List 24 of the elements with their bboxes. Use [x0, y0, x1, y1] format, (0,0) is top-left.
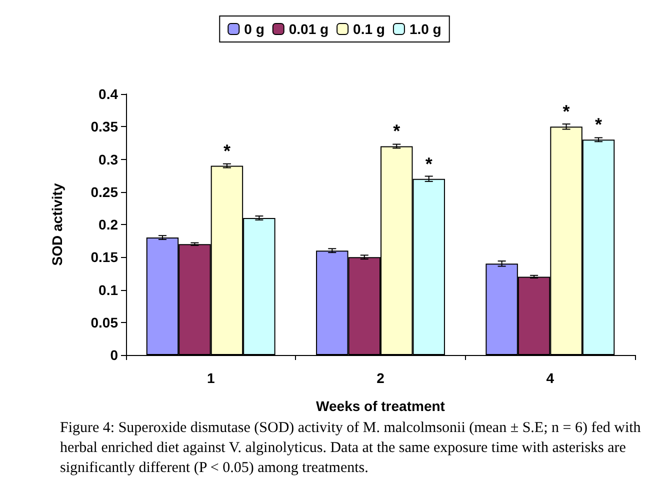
x-tick-label: 2 [376, 370, 385, 386]
annotation: * [223, 140, 230, 161]
y-tick-label: 0.15 [90, 249, 118, 266]
annotation: * [562, 102, 570, 122]
annotation: * [393, 121, 400, 142]
annotation: * [425, 154, 432, 174]
y-tick-label: 0.2 [98, 216, 118, 232]
y-tick-label: 0.25 [90, 184, 118, 200]
y-axis-title: SOD activity [49, 183, 65, 266]
legend-label: 0.01 g [288, 21, 329, 37]
y-tick-label: 0.1 [98, 282, 118, 298]
legend-label: 1.0 g [409, 21, 442, 37]
y-tick-label: 0.4 [98, 86, 118, 102]
annotation: * [595, 114, 602, 135]
y-tick-label: 0.35 [90, 118, 118, 135]
y-tick-label: 0.3 [98, 151, 118, 168]
legend-label: 0 g [244, 21, 264, 37]
y-tick-label: 0 [110, 347, 118, 363]
caption: Figure 4: Superoxide dismutase (SOD) activity of M. malcolmsonii (mean ± S.E; n = 6) fed with herbal enriched diet against V. alginolyticus. Data at the same exposure time with asterisks are significantly different (P < 0.05) among treatments. [59, 419, 642, 478]
x-tick-label: 4 [546, 370, 554, 386]
x-axis-title: Weeks of treatment [316, 398, 446, 414]
y-tick-label: 0.05 [90, 314, 118, 330]
x-tick-label: 1 [206, 370, 215, 386]
legend-label: 0.1 g [353, 21, 385, 37]
